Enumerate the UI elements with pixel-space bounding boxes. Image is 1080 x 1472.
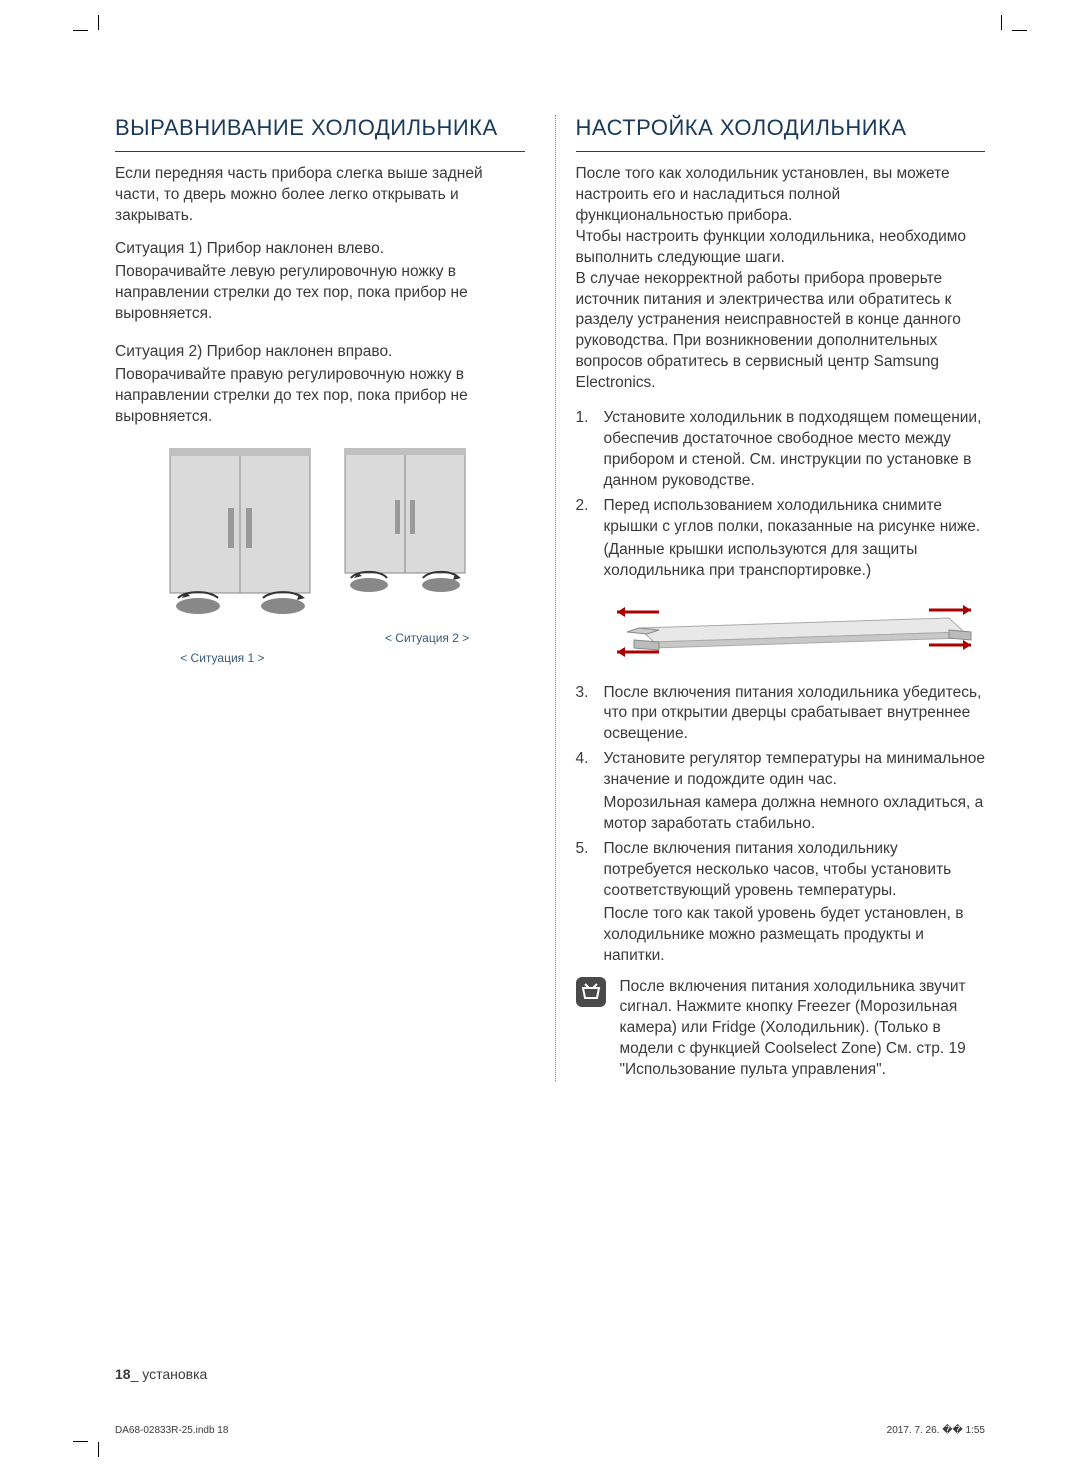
note-text: После включения питания холодильника зву… <box>620 977 986 1082</box>
left-column: ВЫРАВНИВАНИЕ ХОЛОДИЛЬНИКА Если передняя … <box>115 115 525 1081</box>
step-text: Установите регулятор температуры на мини… <box>604 750 986 788</box>
step-sub: Морозильная камера должна немного охлади… <box>604 793 986 835</box>
fig1-caption: < Ситуация 1 > <box>142 651 302 665</box>
steps-list-cont: После включения питания холодильника убе… <box>576 683 986 967</box>
left-intro: Если передняя часть прибора слегка выше … <box>115 164 525 227</box>
step-4: Установите регулятор температуры на мини… <box>576 749 986 835</box>
step-text: Установите холодильник в подходящем поме… <box>604 409 982 489</box>
print-date: 2017. 7. 26. �� 1:55 <box>887 1425 985 1436</box>
intro3: В случае некорректной работы прибора про… <box>576 270 961 392</box>
case2-title: Ситуация 2) Прибор наклонен вправо. <box>115 342 525 363</box>
step-2: Перед использованием холодильника снимит… <box>576 496 986 582</box>
case1-title: Ситуация 1) Прибор наклонен влево. <box>115 239 525 260</box>
page-content: ВЫРАВНИВАНИЕ ХОЛОДИЛЬНИКА Если передняя … <box>0 0 1080 1472</box>
print-info: DA68-02833R-25.indb 18 2017. 7. 26. �� 1… <box>115 1425 985 1436</box>
note-box: После включения питания холодильника зву… <box>576 977 986 1082</box>
step-text: После включения питания холодильника убе… <box>604 684 982 743</box>
shelf-figure <box>604 600 986 665</box>
note-icon <box>576 977 606 1007</box>
step-sub: (Данные крышки используются для защиты х… <box>604 540 986 582</box>
right-heading: НАСТРОЙКА ХОЛОДИЛЬНИКА <box>576 115 986 141</box>
right-intro: После того как холодильник установлен, в… <box>576 164 986 394</box>
intro1: После того как холодильник установлен, в… <box>576 165 950 224</box>
case2-text: Поворачивайте правую регулировочную ножк… <box>115 365 525 428</box>
case1-text: Поворачивайте левую регулировочную ножку… <box>115 262 525 325</box>
print-file: DA68-02833R-25.indb 18 <box>115 1425 228 1436</box>
steps-list: Установите холодильник в подходящем поме… <box>576 408 986 581</box>
left-heading: ВЫРАВНИВАНИЕ ХОЛОДИЛЬНИКА <box>115 115 525 141</box>
step-1: Установите холодильник в подходящем поме… <box>576 408 986 492</box>
right-column: НАСТРОЙКА ХОЛОДИЛЬНИКА После того как хо… <box>555 115 986 1081</box>
page-footer: 18_ установка <box>115 1366 207 1382</box>
step-3: После включения питания холодильника убе… <box>576 683 986 746</box>
leveling-figure: < Ситуация 1 > < Ситуация 2 > <box>115 448 525 665</box>
step-sub: После того как такой уровень будет устан… <box>604 904 986 967</box>
step-text: После включения питания холодильнику пот… <box>604 840 952 899</box>
step-5: После включения питания холодильнику пот… <box>576 839 986 967</box>
fig2-caption: < Ситуация 2 > <box>357 631 497 645</box>
intro2: Чтобы настроить функции холодильника, не… <box>576 228 967 266</box>
step-text: Перед использованием холодильника снимит… <box>604 497 981 535</box>
page-number: 18 <box>115 1366 131 1382</box>
heading-rule <box>115 151 525 152</box>
heading-rule <box>576 151 986 152</box>
footer-section: _ установка <box>131 1366 208 1382</box>
